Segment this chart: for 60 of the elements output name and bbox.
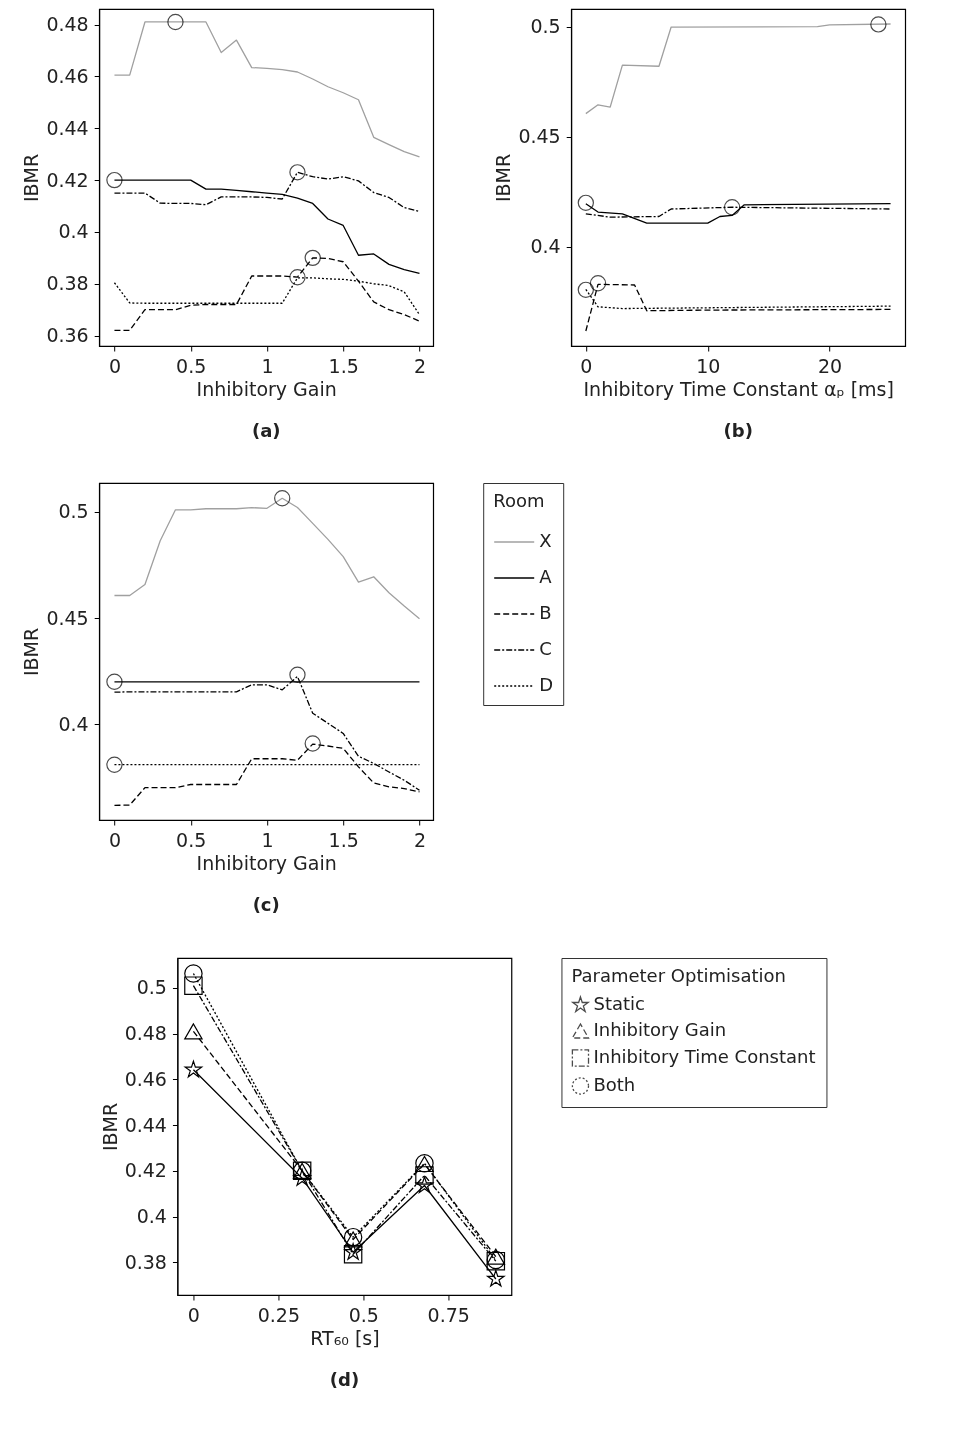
legend-label: Both: [593, 1074, 636, 1095]
y-axis-title: IBMR: [492, 153, 515, 203]
x-tick-label: 0: [108, 828, 121, 851]
x-tick-label: 1: [261, 354, 274, 377]
x-tick-label: 0.75: [427, 1303, 470, 1326]
y-tick-label: 0.5: [136, 976, 167, 999]
y-tick-label: 0.4: [530, 235, 561, 258]
x-tick-label: 0.5: [348, 1303, 379, 1326]
x-tick-label: 0.5: [176, 828, 207, 851]
y-tick-label: 0.4: [58, 712, 89, 735]
legend-label: A: [539, 566, 553, 587]
y-tick-label: 0.46: [46, 64, 89, 87]
y-tick-label: 0.44: [46, 116, 89, 139]
x-tick-label: 1: [261, 828, 274, 851]
y-tick-label: 0.45: [46, 606, 89, 629]
x-tick-label: 1.5: [328, 828, 359, 851]
y-tick-label: 0.5: [530, 15, 561, 38]
legend-label: D: [539, 674, 554, 695]
y-tick-label: 0.4: [58, 220, 89, 243]
text: (c): [252, 894, 280, 915]
y-tick-label: 0.44: [124, 1113, 167, 1136]
x-tick-label: 1.5: [328, 354, 359, 377]
y-tick-label: 0.38: [46, 272, 89, 295]
y-tick-label: 0.42: [124, 1159, 167, 1182]
x-tick-label: 0: [580, 354, 593, 377]
x-tick-label: 0.25: [257, 1303, 301, 1326]
x-axis-title: Inhibitory Gain: [196, 851, 337, 874]
y-tick-label: 0.4: [136, 1205, 167, 1228]
y-axis-title: IBMR: [20, 627, 43, 677]
text: (b): [723, 420, 753, 441]
legend-title: Parameter Optimisation: [571, 965, 786, 986]
legend-label: Inhibitory Gain: [593, 1019, 727, 1040]
y-tick-label: 0.42: [46, 168, 89, 191]
legend-label: X: [539, 530, 552, 551]
text: (a): [251, 420, 281, 441]
x-axis-title: Inhibitory Gain: [196, 377, 337, 400]
legend-label: C: [539, 638, 552, 659]
legend-label: B: [539, 602, 552, 623]
x-axis-title: Inhibitory Time Constant αₚ [ms]: [583, 377, 894, 400]
legend-label: Inhibitory Time Constant: [593, 1046, 816, 1067]
x-tick-label: 2: [413, 828, 427, 851]
y-tick-label: 0.38: [124, 1250, 167, 1273]
y-tick-label: 0.36: [46, 324, 89, 347]
legend-label: Static: [593, 993, 645, 1014]
y-tick-label: 0.5: [58, 500, 89, 523]
x-axis-title: RT₆₀ [s]: [310, 1326, 380, 1349]
x-tick-label: 0.5: [176, 354, 207, 377]
x-tick-label: 10: [696, 354, 721, 377]
y-tick-label: 0.45: [518, 125, 561, 148]
x-tick-label: 0: [187, 1303, 200, 1326]
x-tick-label: 0: [108, 354, 121, 377]
y-tick-label: 0.48: [124, 1022, 167, 1045]
legend-title: Room: [493, 490, 545, 511]
text: (d): [329, 1369, 360, 1390]
y-axis-title: IBMR: [20, 153, 43, 203]
y-tick-label: 0.48: [46, 13, 89, 36]
y-axis-title: IBMR: [98, 1102, 121, 1152]
y-tick-label: 0.46: [124, 1067, 167, 1090]
x-tick-label: 20: [818, 354, 843, 377]
x-tick-label: 2: [413, 354, 427, 377]
